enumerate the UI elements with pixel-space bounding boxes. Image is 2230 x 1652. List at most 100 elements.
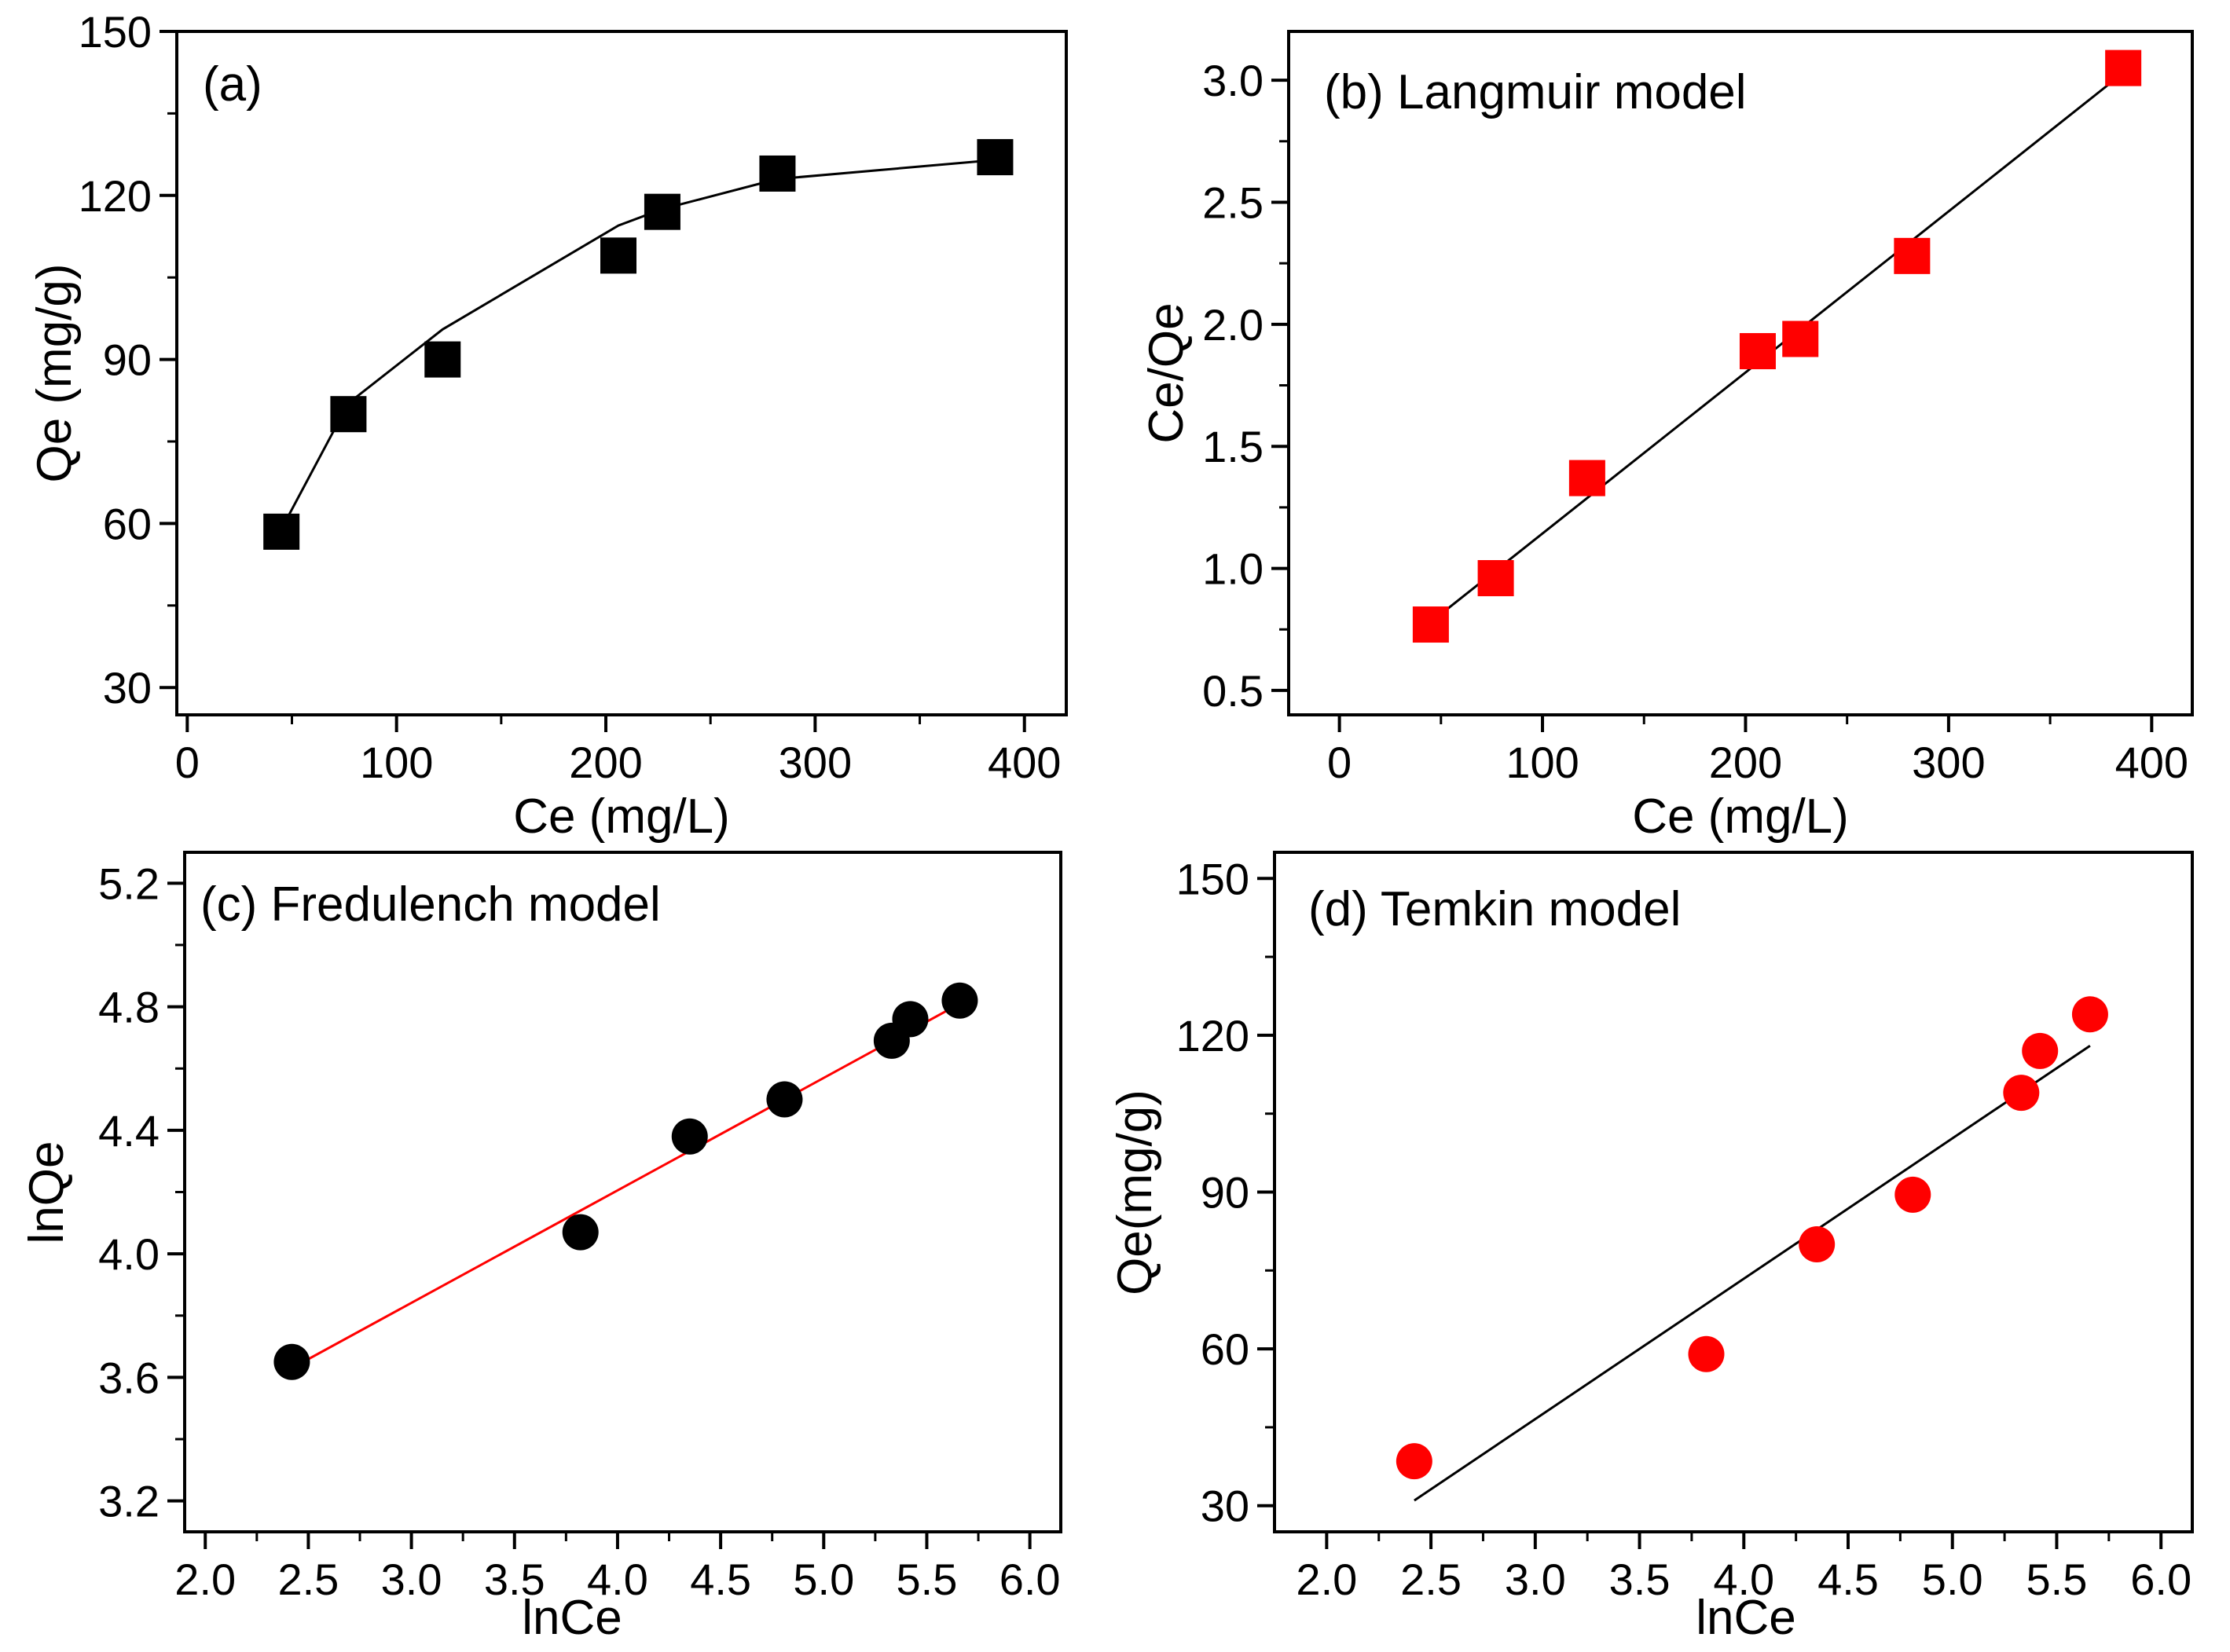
data-point: [562, 1214, 599, 1251]
data-point: [1688, 1335, 1725, 1372]
fit-line: [291, 1002, 961, 1369]
x-tick-label: 2.5: [277, 1555, 339, 1604]
data-points-d: [1396, 996, 2108, 1480]
x-tick-label: 300: [779, 738, 852, 787]
data-points-a: [263, 139, 1014, 550]
panel-label-c: (c) Fredulench model: [200, 877, 661, 932]
data-point: [600, 237, 637, 274]
data-point: [766, 1081, 803, 1118]
tick-marks-d: [1257, 877, 2163, 1549]
x-tick-label: 3.0: [381, 1555, 442, 1604]
y-tick-label: 2.5: [1202, 178, 1264, 228]
x-tick-labels-d: 2.0 2.5 3.0 3.5 4.0 4.5 5.0 5.5 6.0: [1296, 1555, 2191, 1604]
x-tick-label: 6.0: [999, 1555, 1061, 1604]
x-tick-label: 0: [175, 738, 200, 787]
y-axis-title-b: Ce/Qe: [1139, 302, 1194, 443]
data-point: [1412, 606, 1449, 643]
x-tick-label: 4.5: [690, 1555, 751, 1604]
x-tick-label: 4.0: [587, 1555, 648, 1604]
x-tick-label: 2.0: [1296, 1555, 1357, 1604]
plot-frame-d: [1273, 851, 2194, 1533]
data-point: [941, 982, 978, 1019]
x-tick-label: 5.0: [793, 1555, 854, 1604]
data-point: [671, 1118, 708, 1155]
y-tick-label: 1.0: [1202, 544, 1264, 594]
x-tick-label: 6.0: [2130, 1555, 2191, 1604]
y-tick-label: 4.4: [98, 1106, 160, 1156]
x-tick-label: 2.0: [174, 1555, 236, 1604]
x-axis-title-b: Ce (mg/L): [1632, 789, 1849, 844]
x-tick-label: 200: [1709, 738, 1782, 787]
y-tick-label: 150: [1176, 854, 1249, 903]
data-point: [424, 341, 461, 378]
plot-frame-a: [175, 30, 1068, 716]
x-tick-label: 4.0: [1713, 1555, 1774, 1604]
x-axis-title-a: Ce (mg/L): [513, 789, 730, 844]
y-tick-label: 120: [1176, 1011, 1249, 1060]
x-tick-label: 0: [1327, 738, 1352, 787]
x-tick-label: 3.5: [484, 1555, 545, 1604]
panel-label-b: (b) Langmuir model: [1324, 65, 1747, 119]
panel-b: 0 100 200 300 400 0.5 1.0 1.5 2.0 2.5 3.0 (b) Lan…: [1139, 30, 2194, 844]
data-point: [1568, 460, 1605, 496]
data-point: [2003, 1075, 2040, 1112]
fit-line-c: [291, 1002, 961, 1369]
data-point: [977, 139, 1014, 176]
x-tick-label: 3.0: [1505, 1555, 1566, 1604]
data-point: [2105, 49, 2142, 86]
y-tick-label: 150: [79, 7, 152, 57]
x-tick-labels-a: 0 100 200 300 400: [175, 738, 1062, 787]
x-tick-label: 2.5: [1400, 1555, 1462, 1604]
y-axis-title-c: lnQe: [20, 1141, 74, 1244]
fit-line: [280, 159, 996, 530]
y-tick-label: 90: [1201, 1168, 1249, 1218]
y-tick-label: 120: [79, 171, 152, 221]
y-tick-label: 2.0: [1202, 300, 1264, 350]
tick-marks-b: [1271, 79, 2154, 732]
y-tick-label: 1.5: [1202, 422, 1264, 471]
x-tick-label: 3.5: [1609, 1555, 1671, 1604]
panel-a: 0 100 200 300 400 30 60 90 120 150 (a) Ce (mg/L)…: [28, 7, 1068, 844]
x-tick-label: 5.5: [2026, 1555, 2088, 1604]
data-point: [1396, 1443, 1432, 1480]
x-tick-label: 200: [569, 738, 642, 787]
fit-line-b: [1429, 71, 2125, 624]
data-points-c: [273, 982, 978, 1380]
x-tick-label: 400: [988, 738, 1061, 787]
plot-frame-b: [1287, 30, 2194, 716]
x-axis-title-d: lnCe: [1696, 1591, 1796, 1645]
x-tick-label: 400: [2115, 738, 2188, 787]
y-tick-label: 60: [1201, 1324, 1249, 1374]
y-tick-labels-d: 30 60 90 120 150: [1176, 854, 1249, 1530]
y-tick-label: 60: [103, 499, 152, 548]
data-point: [2022, 1032, 2059, 1069]
data-point: [644, 193, 680, 230]
y-tick-label: 90: [103, 335, 152, 385]
y-tick-label: 4.0: [98, 1229, 160, 1279]
x-tick-labels-b: 0 100 200 300 400: [1327, 738, 2188, 787]
data-point: [892, 1001, 929, 1038]
data-points-b: [1412, 49, 2142, 643]
y-tick-label: 0.5: [1202, 666, 1264, 716]
y-axis-title-d: Qe(mg/g): [1108, 1090, 1162, 1295]
fit-line-a: [280, 159, 996, 530]
y-tick-labels-b: 0.5 1.0 1.5 2.0 2.5 3.0: [1202, 56, 1264, 716]
x-tick-label: 100: [1506, 738, 1579, 787]
panel-label-a: (a): [203, 57, 262, 112]
fit-line: [1429, 71, 2125, 624]
data-point: [1739, 333, 1776, 370]
y-axis-title-a: Qe (mg/g): [28, 263, 82, 482]
x-tick-label: 100: [360, 738, 433, 787]
panel-label-d: (d) Temkin model: [1308, 882, 1681, 936]
panel-d: 2.0 2.5 3.0 3.5 4.0 4.5 5.0 5.5 6.0 30 60 90 120 150…: [1108, 851, 2194, 1645]
fit-line-d: [1414, 1044, 2091, 1502]
y-tick-label: 30: [1201, 1482, 1249, 1531]
data-point: [330, 396, 367, 433]
plot-frame-c: [183, 851, 1062, 1533]
y-tick-label: 3.6: [98, 1353, 160, 1402]
y-tick-label: 3.2: [98, 1477, 160, 1526]
data-point: [1799, 1226, 1836, 1263]
panel-c: 2.0 2.5 3.0 3.5 4.0 4.5 5.0 5.5 6.0 3.2 3.6 4.0 4.4…: [20, 851, 1062, 1645]
data-point: [2071, 996, 2108, 1033]
tick-marks-a: [160, 30, 1026, 732]
